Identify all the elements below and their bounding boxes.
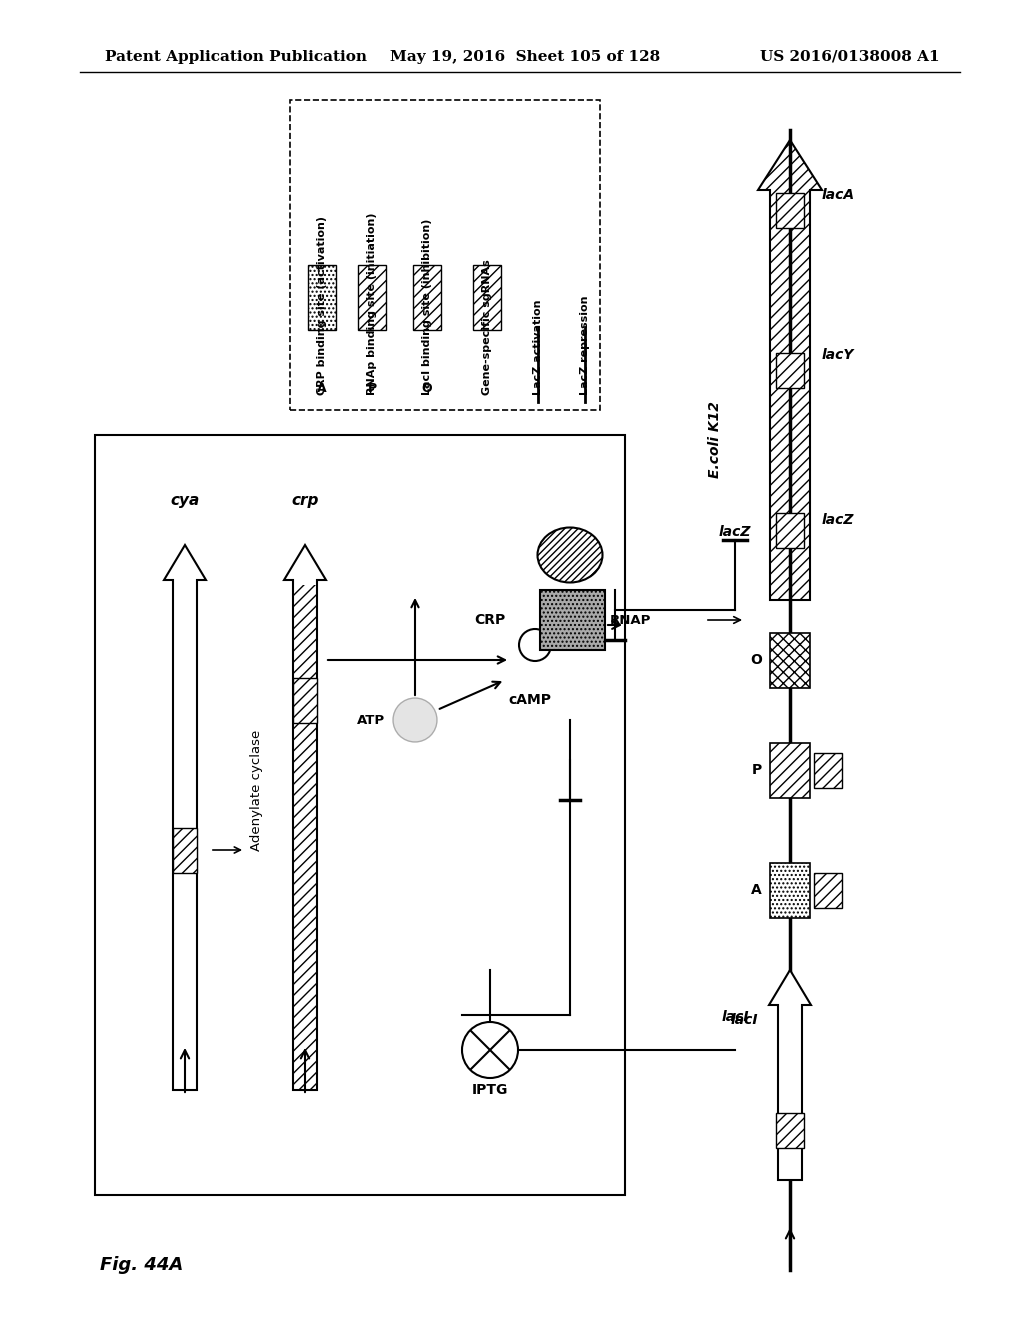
Text: cAMP: cAMP [509,693,552,708]
Bar [293,585,317,1090]
Bar [413,265,441,330]
Text: Fig. 44A: Fig. 44A [100,1257,183,1274]
Text: US 2016/0138008 A1: US 2016/0138008 A1 [760,50,940,63]
Text: A: A [317,381,327,395]
Text: Gene-specific sgRNAs: Gene-specific sgRNAs [482,259,492,395]
Bar [473,265,501,330]
Bar [776,352,804,388]
Text: P: P [752,763,762,777]
Text: CRP: CRP [474,612,506,627]
Text: lacY: lacY [822,348,854,362]
Bar [293,677,317,722]
Text: E.coli K12: E.coli K12 [708,401,722,478]
Text: ATP: ATP [357,714,385,726]
Text: O: O [751,653,762,667]
Text: RNAP: RNAP [610,614,651,627]
Bar [290,100,600,411]
Circle shape [462,1022,518,1078]
Text: lacI: lacI [721,1010,749,1024]
Text: cya: cya [170,492,200,507]
FancyArrow shape [284,545,326,1090]
Bar [776,1113,804,1147]
Bar [770,862,810,917]
Bar [358,265,386,330]
Text: lacI: lacI [730,1012,758,1027]
Bar [540,590,605,649]
Text: LacI binding site (inhibition): LacI binding site (inhibition) [422,219,432,395]
Text: LacZ activation: LacZ activation [534,300,543,395]
Text: LacZ repression: LacZ repression [580,296,590,395]
Bar [770,742,810,797]
Circle shape [393,698,437,742]
Text: P: P [368,381,377,395]
FancyArrow shape [769,970,811,1180]
Text: O: O [422,381,432,395]
Bar [770,632,810,688]
Bar [308,265,336,330]
Bar [95,436,625,1195]
Circle shape [519,630,551,661]
Bar [814,873,842,908]
Text: IPTG: IPTG [472,1082,508,1097]
Text: lacZ: lacZ [822,513,854,527]
Text: lacA: lacA [822,187,855,202]
Bar [814,752,842,788]
Text: Adenylate cyclase: Adenylate cyclase [250,730,263,850]
Bar [173,828,197,873]
Text: RNAp binding site (initiation): RNAp binding site (initiation) [367,213,377,395]
Bar [776,512,804,548]
Text: lacZ: lacZ [719,525,752,539]
FancyArrow shape [164,545,206,1090]
Text: Patent Application Publication: Patent Application Publication [105,50,367,63]
Bar [776,193,804,227]
Text: crp: crp [291,492,318,507]
Text: May 19, 2016  Sheet 105 of 128: May 19, 2016 Sheet 105 of 128 [390,50,660,63]
Text: A: A [752,883,762,898]
Text: CRP binding site (activation): CRP binding site (activation) [317,216,327,395]
